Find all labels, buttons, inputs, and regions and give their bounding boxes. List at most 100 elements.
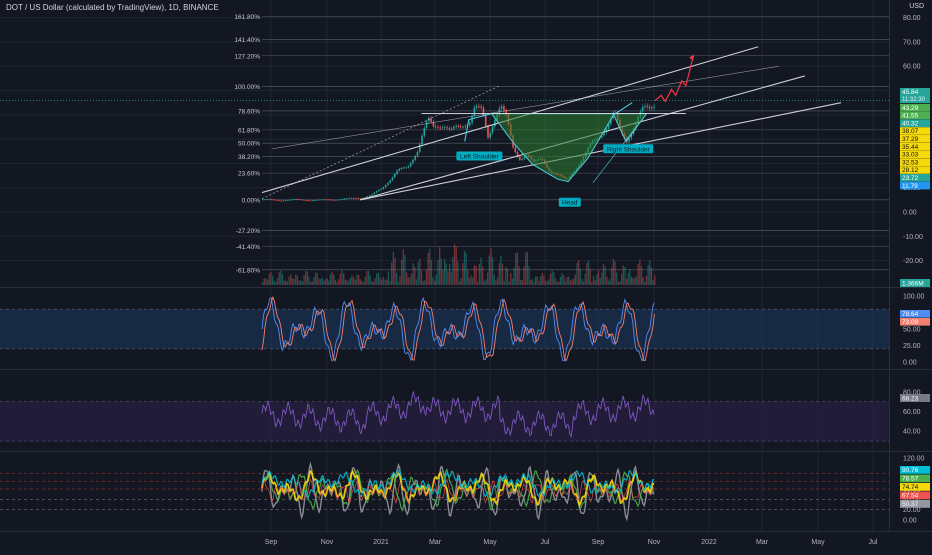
volume-bar [356, 274, 358, 285]
volume-bar [649, 260, 651, 285]
volume-bar [278, 272, 280, 285]
rsi-axis-tick: 60.00 [903, 409, 921, 416]
volume-bar [627, 272, 629, 285]
osc-cyan-line [261, 469, 655, 500]
fib-level-label: 78.60% [238, 108, 260, 115]
candle-body [521, 158, 523, 160]
volume-bar [650, 267, 653, 285]
volume-bar [510, 272, 512, 285]
volume-bar [622, 265, 624, 285]
volume-bar [554, 278, 557, 285]
candle-body [614, 112, 617, 114]
candle-body [332, 199, 335, 201]
volume-bar [300, 280, 302, 285]
osc-value-label: 90.76 [902, 467, 919, 474]
volume-bar [592, 275, 595, 285]
candle-body [264, 199, 266, 201]
volume-bar [472, 277, 474, 285]
time-axis-tick: May [811, 539, 825, 546]
pattern-leg [613, 102, 633, 116]
price-axis-tag-label: 38.07 [902, 128, 919, 135]
volume-bar [336, 281, 338, 285]
volume-bar [389, 281, 391, 285]
price-axis-tag-label: 11.79 [902, 183, 918, 190]
volume-bar [265, 278, 267, 285]
volume-bar [589, 269, 591, 285]
volume-bar [319, 279, 322, 285]
price-axis-tag-label: 45.84 [902, 89, 919, 96]
volume-bar [635, 276, 638, 285]
candle-body [628, 138, 630, 142]
volume-bar [387, 271, 390, 285]
volume-bar [520, 279, 522, 285]
price-axis-tag [900, 174, 930, 182]
volume-bar [455, 246, 457, 285]
volume-bar [468, 278, 471, 285]
volume-bar [470, 275, 472, 285]
pattern-label: Left Shoulder [460, 154, 500, 161]
candle-body [439, 127, 442, 129]
currency-label: USD [909, 3, 924, 10]
volume-bar [343, 273, 345, 285]
volume-bar [425, 269, 428, 285]
volume-bar [305, 270, 307, 285]
candle-body [473, 107, 476, 116]
volume-bar [563, 275, 565, 285]
volume-bar [374, 278, 376, 285]
volume-bar [573, 278, 575, 285]
candle-body [307, 200, 310, 202]
volume-bar [412, 263, 414, 285]
volume-bar [581, 279, 583, 285]
candle-body [514, 147, 517, 153]
candle-body [412, 159, 414, 164]
volume-bar [402, 249, 404, 285]
volume-bar [515, 252, 517, 285]
volume-bar [354, 280, 356, 285]
volume-bar [447, 270, 449, 285]
volume-bar [637, 263, 639, 285]
candle-body [375, 191, 378, 193]
volume-bar [270, 271, 272, 285]
candle-body [409, 163, 412, 167]
price-projection-path [654, 56, 694, 103]
candle-body [339, 199, 341, 201]
volume-bar [338, 278, 340, 285]
volume-bar [568, 276, 570, 285]
volume-bar [531, 279, 533, 285]
candle-body [519, 156, 521, 160]
volume-bar [602, 263, 605, 285]
volume-bar [549, 273, 552, 285]
volume-bar [536, 276, 538, 285]
volume-bar [541, 273, 543, 285]
osc-axis-tick: 120.00 [903, 456, 925, 463]
price-axis-tick: 0.00 [903, 210, 917, 217]
pattern-label-box [456, 151, 503, 161]
time-axis-tick: Jul [541, 539, 550, 546]
candle-body [362, 197, 364, 199]
candle-body [500, 106, 503, 109]
candle-body [280, 200, 282, 202]
time-axis-tick: 2022 [701, 539, 717, 546]
volume-bar [263, 277, 265, 285]
candle-body [387, 182, 389, 186]
volume-bar [566, 276, 568, 285]
candle-body [421, 135, 423, 145]
candle-body [321, 199, 323, 201]
candle-body [309, 200, 312, 202]
candle-body [653, 106, 655, 108]
volume-bar [462, 263, 464, 285]
volume-bar [506, 268, 509, 285]
volume-bar [273, 280, 275, 285]
volume-bar [427, 252, 429, 285]
volume-bar [621, 273, 623, 285]
candle-body [305, 200, 307, 201]
volume-bar [617, 281, 619, 285]
volume-bar [382, 276, 385, 285]
volume-bar [475, 266, 477, 285]
head-shoulders-pattern [490, 113, 648, 183]
volume-bar [500, 255, 502, 285]
candle-body [464, 126, 467, 128]
candle-body [459, 126, 462, 127]
